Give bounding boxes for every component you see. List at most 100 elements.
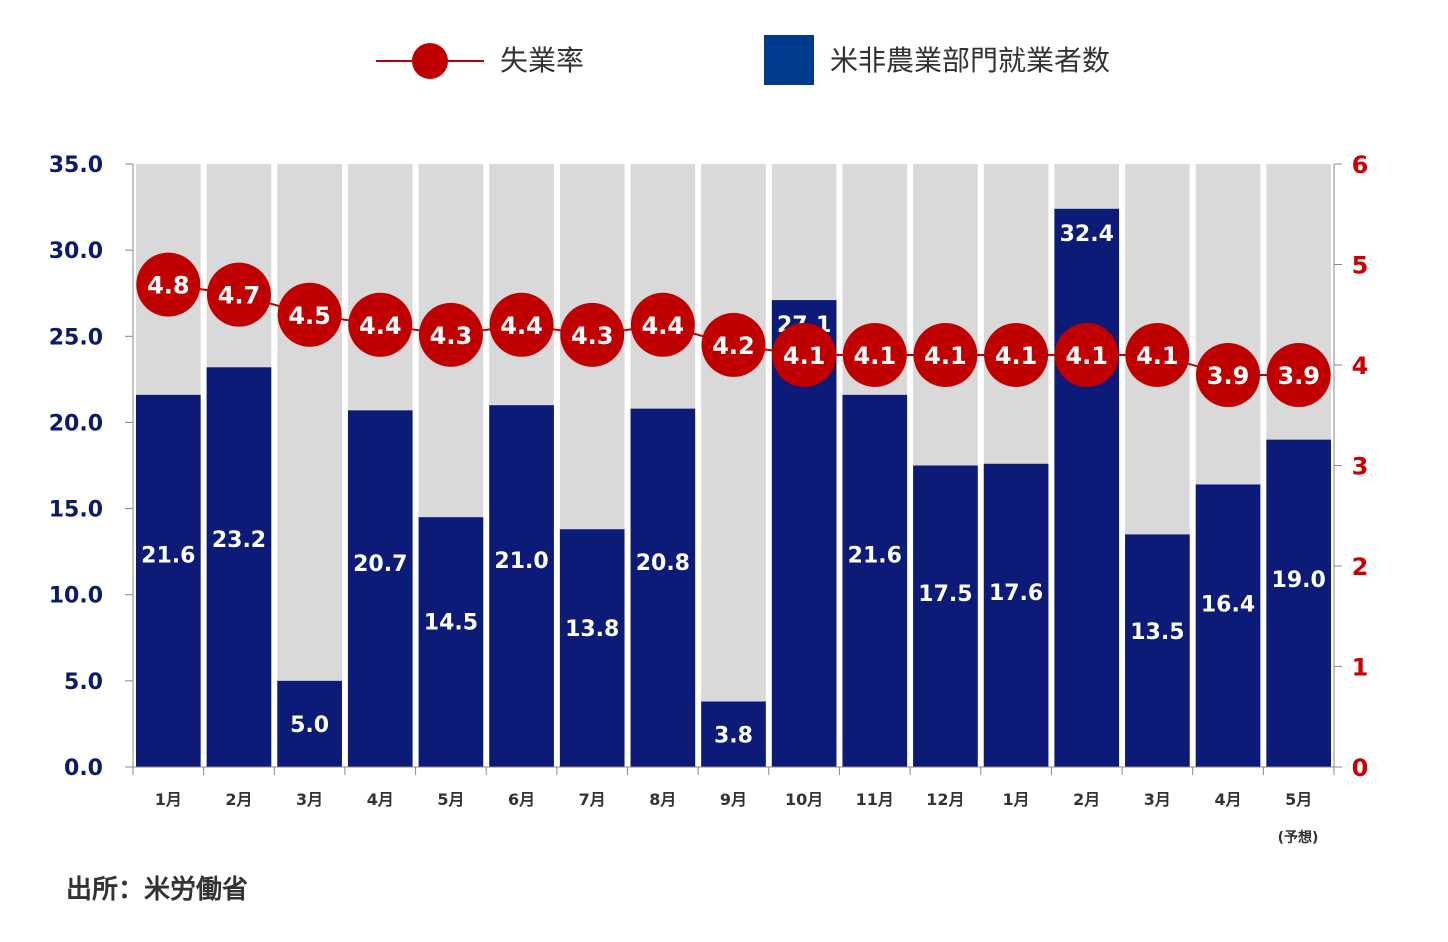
- rate-marker: [348, 292, 413, 357]
- bar-value-label: 13.5: [1130, 620, 1184, 645]
- left-tick-label: 20.0: [49, 411, 103, 436]
- rate-value-label: 4.1: [854, 342, 897, 370]
- bar-value-label: 32.4: [1060, 222, 1114, 247]
- payroll-bar: [559, 529, 625, 767]
- rate-value-label: 3.9: [1277, 362, 1320, 390]
- bar-value-label: 21.0: [494, 549, 548, 574]
- rate-value-label: 4.5: [288, 302, 331, 330]
- right-tick-label: 3: [1352, 453, 1369, 481]
- rate-value-label: 4.3: [571, 322, 614, 350]
- x-tick-label: 1月: [155, 790, 182, 809]
- legend-rate-marker: [412, 43, 448, 79]
- payroll-bar: [418, 517, 484, 767]
- left-tick-label: 35.0: [49, 153, 103, 178]
- x-tick-label: 6月: [508, 790, 535, 809]
- right-tick-label: 5: [1352, 252, 1369, 280]
- rate-marker: [842, 322, 907, 387]
- legend: 失業率 米非農業部門就業者数: [376, 35, 1110, 85]
- forecast-note: (予想): [1278, 829, 1319, 846]
- bar-value-label: 17.6: [989, 581, 1043, 606]
- right-tick-label: 6: [1352, 151, 1369, 179]
- rate-value-label: 4.4: [500, 312, 543, 340]
- payroll-bar: [630, 408, 696, 767]
- bar-value-label: 17.5: [918, 582, 972, 607]
- bar-value-label: 3.8: [714, 723, 753, 748]
- left-tick-label: 25.0: [49, 325, 103, 350]
- rate-marker: [489, 292, 554, 357]
- source-note: 出所：米労働省: [66, 875, 248, 905]
- bar-background: [701, 164, 766, 767]
- rate-value-label: 4.1: [783, 342, 826, 370]
- bar-value-label: 14.5: [424, 611, 478, 636]
- rate-value-label: 4.8: [147, 272, 190, 300]
- rate-marker: [630, 292, 695, 357]
- x-tick-label: 9月: [720, 790, 747, 809]
- payroll-bar: [347, 410, 413, 767]
- right-tick-label: 4: [1352, 352, 1369, 380]
- legend-payroll-swatch: [764, 35, 814, 85]
- x-tick-label: 12月: [926, 790, 964, 809]
- rate-marker: [1266, 343, 1331, 408]
- rate-marker: [913, 322, 978, 387]
- right-tick-label: 2: [1352, 553, 1369, 581]
- payroll-bar: [913, 465, 978, 767]
- left-tick-label: 5.0: [64, 670, 103, 695]
- rate-value-label: 4.1: [1065, 342, 1108, 370]
- x-tick-label: 5月: [1285, 790, 1312, 809]
- rate-value-label: 4.4: [642, 312, 685, 340]
- rate-marker: [136, 252, 201, 317]
- payroll-bar: [1195, 484, 1261, 767]
- payroll-bar: [983, 463, 1049, 767]
- rate-value-label: 4.3: [430, 322, 473, 350]
- x-tick-label: 4月: [1214, 790, 1241, 809]
- rate-marker: [1054, 322, 1119, 387]
- bar-value-label: 16.4: [1201, 593, 1255, 618]
- bar-labels: 21.623.25.020.714.521.013.820.83.827.121…: [141, 222, 1326, 748]
- right-tick-label: 1: [1352, 654, 1369, 682]
- payroll-bar: [1125, 534, 1190, 767]
- rate-marker: [206, 262, 271, 327]
- bar-background: [277, 164, 342, 767]
- rate-marker: [277, 282, 342, 347]
- rate-value-label: 4.1: [995, 342, 1038, 370]
- x-tick-label: 3月: [1144, 790, 1171, 809]
- payroll-bar: [701, 701, 766, 767]
- x-tick-label: 11月: [856, 790, 894, 809]
- payroll-bar: [277, 680, 342, 767]
- bar-value-label: 13.8: [565, 617, 619, 642]
- rate-marker: [984, 322, 1049, 387]
- unemployment-rate-series: 4.8 4.7 4.5 4.4 4.3 4.4 4.3 4.4 4.2 4.1 4.1 4.1 4.1 4…: [136, 252, 1331, 408]
- rate-value-label: 4.1: [1136, 342, 1179, 370]
- plot-area: 0.0 5.0 10.0 15.0 20.0 25.0 30.0 35.0 0 1 2 3 4 5 6 1月 2…: [49, 151, 1369, 809]
- x-tick-label: 3月: [296, 790, 323, 809]
- legend-payroll-label: 米非農業部門就業者数: [830, 44, 1110, 77]
- payroll-bar: [136, 394, 201, 767]
- bar-value-label: 23.2: [212, 528, 266, 553]
- x-tick-label: 4月: [367, 790, 394, 809]
- bar-value-label: 20.8: [636, 551, 690, 576]
- bar-value-label: 20.7: [353, 552, 407, 577]
- left-tick-label: 15.0: [49, 498, 103, 523]
- bars: [136, 208, 1331, 767]
- rate-value-label: 4.7: [218, 282, 261, 310]
- rate-marker: [772, 322, 837, 387]
- x-tick-label: 1月: [1003, 790, 1030, 809]
- payroll-bar: [489, 405, 554, 767]
- x-tick-label: 2月: [1073, 790, 1100, 809]
- rate-value-label: 4.4: [359, 312, 402, 340]
- rate-value-label: 4.2: [712, 332, 755, 360]
- x-tick-label: 8月: [649, 790, 676, 809]
- bar-value-label: 21.6: [848, 543, 902, 568]
- rate-marker: [418, 302, 483, 367]
- payroll-bar: [1054, 208, 1120, 767]
- rate-marker: [701, 312, 766, 377]
- x-tick-label: 5月: [437, 790, 464, 809]
- rate-value-label: 4.1: [924, 342, 967, 370]
- rate-marker: [1125, 322, 1190, 387]
- payroll-bar: [206, 367, 272, 767]
- left-tick-label: 0.0: [64, 756, 103, 781]
- payroll-bar: [842, 394, 908, 767]
- bar-value-label: 5.0: [290, 713, 329, 738]
- bar-value-label: 21.6: [141, 543, 195, 568]
